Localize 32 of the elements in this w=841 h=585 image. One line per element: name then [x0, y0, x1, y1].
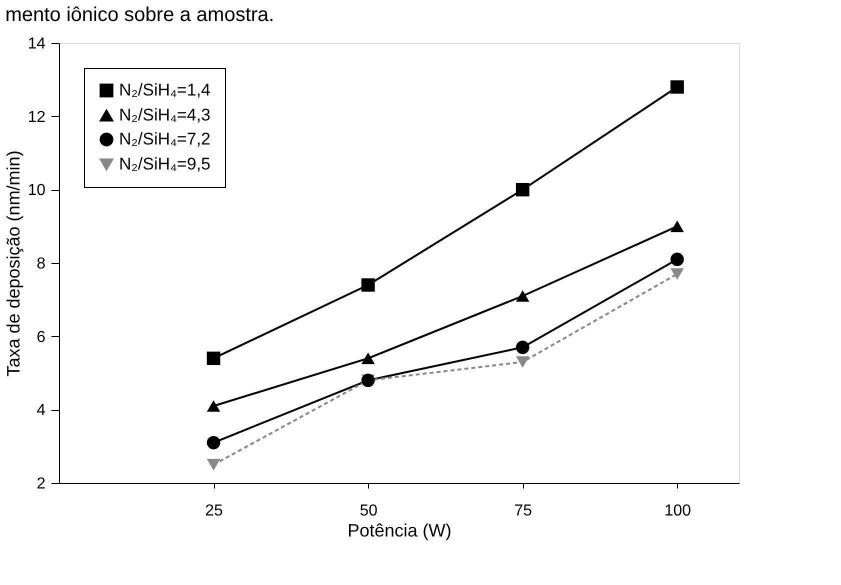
y-tick-label: 10: [28, 182, 46, 200]
point: [206, 352, 220, 366]
point: [670, 80, 684, 94]
legend-label: N₂/SiH₄=1,4: [119, 80, 210, 100]
point: [206, 400, 220, 412]
y-axis-title: Taxa de deposição (nm/min): [4, 150, 24, 377]
point: [670, 220, 684, 232]
point: [516, 290, 530, 302]
x-tick-label: 75: [514, 502, 532, 520]
x-axis-title: Potência (W): [347, 520, 452, 540]
x-tick-label: 50: [360, 502, 378, 520]
point: [361, 352, 375, 364]
text: mento iônico sobre a amostra.: [5, 4, 274, 26]
point: [670, 268, 684, 280]
point: [516, 182, 530, 196]
y-tick-label: 14: [28, 36, 46, 52]
x-tick-label: 25: [205, 502, 224, 520]
y-tick-label: 2: [36, 476, 46, 492]
point: [670, 252, 684, 266]
point: [206, 458, 220, 470]
y-tick-label: 6: [36, 328, 46, 346]
x-tick-label: 100: [664, 502, 692, 520]
y-tick-label: 4: [36, 402, 46, 420]
point: [516, 356, 530, 368]
point: [516, 340, 530, 354]
legend-label: N₂/SiH₄=4,3: [119, 106, 210, 124]
y-tick-label: 8: [36, 256, 46, 272]
legend-label: N₂/SiH₄=9,5: [119, 154, 210, 174]
point: [206, 436, 220, 450]
y-tick-label: 12: [28, 108, 46, 126]
legend-label: N₂/SiH₄=7,2: [119, 130, 210, 148]
point: [361, 278, 375, 292]
